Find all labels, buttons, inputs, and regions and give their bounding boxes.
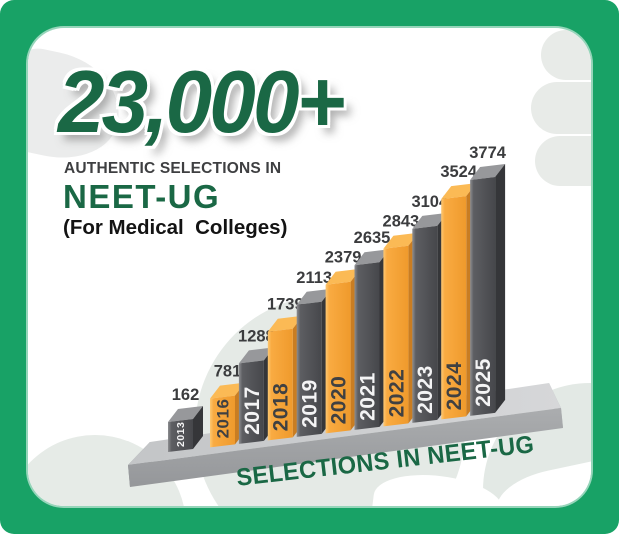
bar-group-2021: 2635 2021 (354, 229, 391, 430)
bar-top-face (210, 382, 245, 399)
bar-year-label: 2023 (414, 365, 437, 414)
selections-bar-chart: 1622013781201612882017173920182113201923… (128, 144, 563, 487)
bar-top-face (168, 406, 203, 422)
bar-front-face (470, 177, 496, 416)
bar-top-face (470, 164, 506, 180)
platform-front-face (128, 408, 563, 487)
bar-top-face (296, 288, 332, 305)
bar-year-label: 2020 (328, 376, 351, 425)
bar-group-2020: 2379 2020 (325, 249, 362, 434)
bars-layer: 1622013781201612882017173920182113201923… (168, 144, 507, 452)
bar-front-face (412, 225, 438, 423)
bar-value-label: 162 (172, 386, 200, 404)
bar-top-face (383, 232, 419, 249)
bar-top-face (354, 249, 390, 266)
bar-front-face (325, 281, 351, 434)
headline-subtitle: AUTHENTIC SELECTIONS IN (64, 160, 282, 177)
infographic-card: 162 2013 781 2016 1288 2017 1739 2018 2113 2019 23… (28, 28, 591, 506)
bar-side-face (495, 164, 506, 413)
bar-top-face (238, 347, 274, 364)
bar-year-label: 2018 (270, 383, 293, 432)
exam-note: (For Medical Colleges) (63, 216, 288, 239)
bar-top-face (267, 315, 303, 332)
bar-top-face (412, 212, 448, 229)
bar-value-label: 2379 (325, 249, 362, 267)
bar-value-label: 2635 (354, 229, 391, 247)
bar-front-face (267, 328, 293, 441)
bar-front-face (238, 360, 264, 444)
bar-group-2023: 3104 2023 (411, 193, 449, 423)
leaf-petal-icon (531, 82, 591, 134)
bar-value-label: 3104 (411, 193, 449, 211)
bar-value-label: 781 (214, 363, 242, 381)
bar-value-label: 3524 (440, 163, 478, 181)
bar-year-label: 2016 (214, 399, 233, 439)
bar-year-label: 2021 (356, 372, 379, 421)
bar-front-face (168, 419, 193, 452)
headline-count: 23,000+ (58, 52, 345, 151)
bar-value-label: 1288 (238, 327, 275, 345)
bar-front-face (383, 245, 409, 427)
leaf-petal-icon (535, 136, 591, 186)
bar-year-label: 2024 (443, 362, 466, 411)
bar-front-face (354, 262, 380, 430)
bar-top-face (441, 183, 477, 200)
bar-year-label: 2022 (385, 369, 408, 418)
bar-value-label: 2843 (383, 213, 420, 231)
bar-front-face (210, 395, 235, 448)
bar-value-label: 1739 (267, 296, 304, 314)
bar-year-label: 2019 (299, 379, 322, 428)
bar-year-label: 2025 (472, 358, 495, 407)
bar-value-label: 2113 (296, 269, 332, 287)
bar-year-label: 2013 (175, 422, 187, 447)
leaf-petal-icon (541, 30, 591, 80)
bar-year-label: 2017 (241, 386, 264, 435)
bar-front-face (441, 196, 467, 420)
bar-top-face (325, 268, 361, 285)
exam-name: NEET-UG (63, 178, 221, 215)
bar-group-2013: 162 2013 (168, 386, 203, 452)
bar-side-face (193, 406, 203, 449)
bar-front-face (296, 301, 322, 437)
bar-value-label: 3774 (469, 144, 507, 162)
bar-group-2025: 3774 2025 (469, 144, 507, 416)
